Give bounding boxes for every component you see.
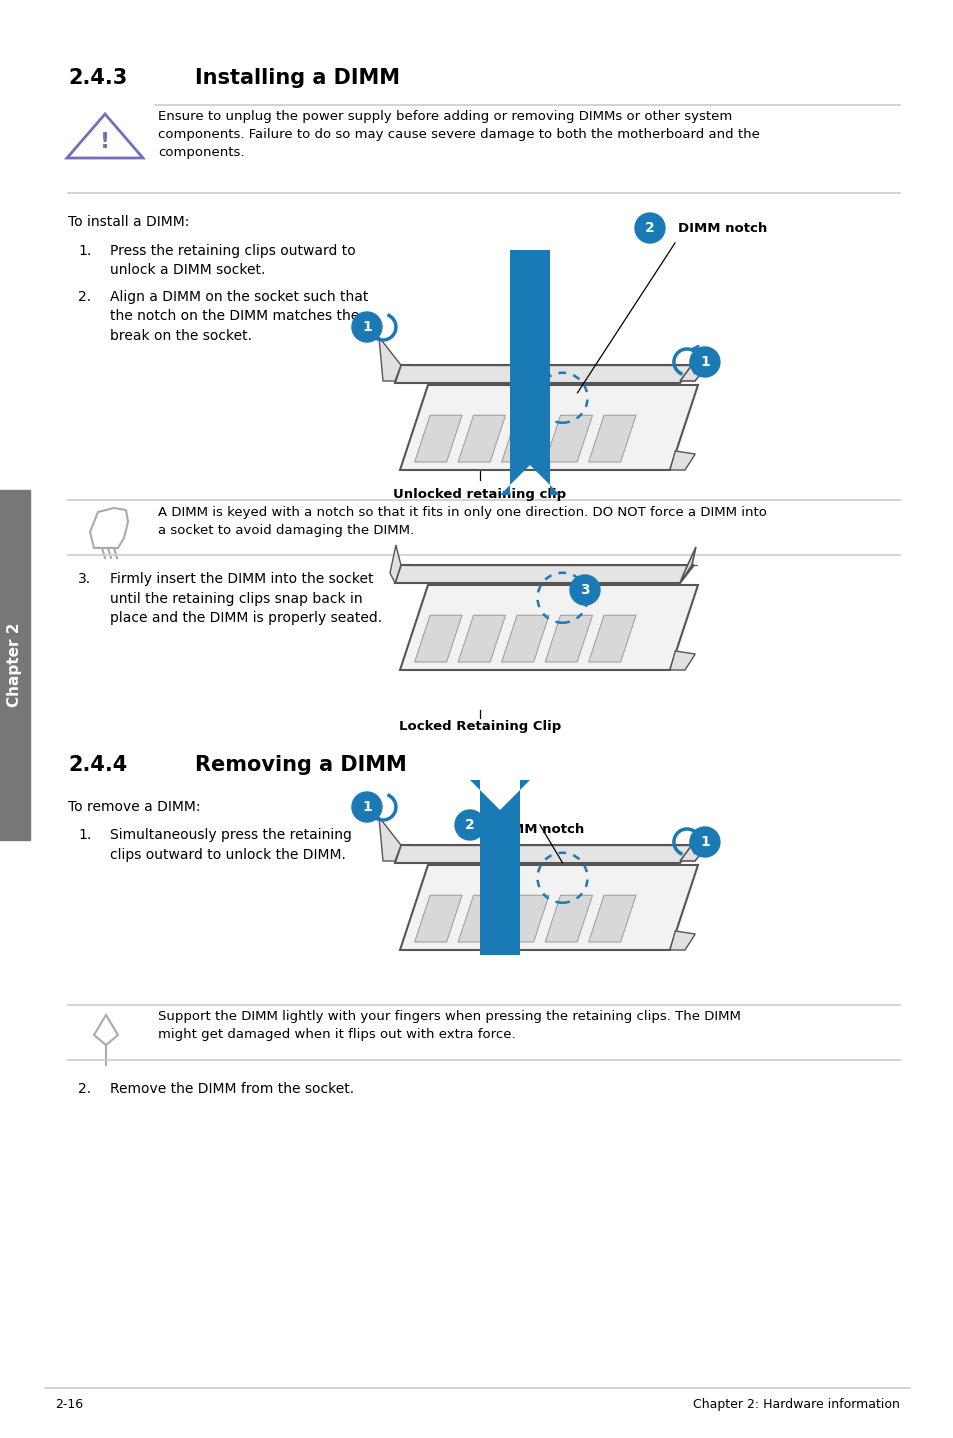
Polygon shape — [470, 779, 530, 955]
Polygon shape — [415, 416, 461, 462]
Text: Press the retaining clips outward to
unlock a DIMM socket.: Press the retaining clips outward to unl… — [110, 244, 355, 278]
Text: 1.: 1. — [78, 828, 91, 843]
Polygon shape — [415, 896, 461, 942]
Text: 1: 1 — [362, 321, 372, 334]
Circle shape — [689, 347, 720, 377]
Text: Remove the DIMM from the socket.: Remove the DIMM from the socket. — [110, 1081, 354, 1096]
Text: Installing a DIMM: Installing a DIMM — [194, 68, 399, 88]
Polygon shape — [390, 545, 400, 582]
Bar — [0, 490, 30, 840]
Polygon shape — [679, 846, 707, 861]
Text: DIMM notch: DIMM notch — [495, 823, 584, 835]
Polygon shape — [544, 896, 592, 942]
Text: 3: 3 — [579, 582, 589, 597]
Polygon shape — [399, 385, 698, 470]
Polygon shape — [588, 896, 636, 942]
Text: To remove a DIMM:: To remove a DIMM: — [68, 800, 200, 814]
Polygon shape — [588, 615, 636, 661]
Polygon shape — [669, 930, 695, 951]
Text: 1: 1 — [700, 355, 709, 370]
Polygon shape — [395, 846, 693, 863]
Text: Support the DIMM lightly with your fingers when pressing the retaining clips. Th: Support the DIMM lightly with your finge… — [158, 1009, 740, 1041]
Polygon shape — [399, 866, 698, 951]
Text: Align a DIMM on the socket such that
the notch on the DIMM matches the
break on : Align a DIMM on the socket such that the… — [110, 290, 368, 344]
Polygon shape — [457, 615, 505, 661]
Text: 2.: 2. — [78, 1081, 91, 1096]
Text: 1: 1 — [362, 800, 372, 814]
Text: Ensure to unplug the power supply before adding or removing DIMMs or other syste: Ensure to unplug the power supply before… — [158, 109, 760, 160]
Text: Chapter 2: Chapter 2 — [8, 623, 23, 707]
Polygon shape — [544, 416, 592, 462]
Circle shape — [689, 827, 720, 857]
Text: Firmly insert the DIMM into the socket
until the retaining clips snap back in
pl: Firmly insert the DIMM into the socket u… — [110, 572, 382, 626]
Polygon shape — [501, 416, 549, 462]
Text: 2.4.3: 2.4.3 — [68, 68, 127, 88]
Polygon shape — [501, 896, 549, 942]
Polygon shape — [679, 546, 695, 582]
Polygon shape — [588, 416, 636, 462]
Text: 2: 2 — [644, 221, 654, 234]
Text: DIMM notch: DIMM notch — [678, 221, 766, 234]
Text: 2: 2 — [465, 818, 475, 833]
Text: Chapter 2: Hardware information: Chapter 2: Hardware information — [693, 1398, 899, 1411]
Circle shape — [569, 575, 599, 605]
Polygon shape — [457, 896, 505, 942]
Polygon shape — [378, 817, 400, 861]
Text: !: ! — [100, 132, 110, 152]
Polygon shape — [399, 585, 698, 670]
Circle shape — [352, 312, 381, 342]
Polygon shape — [395, 365, 693, 383]
Polygon shape — [378, 336, 400, 381]
Text: 2-16: 2-16 — [55, 1398, 83, 1411]
Text: 1: 1 — [700, 835, 709, 848]
Circle shape — [352, 792, 381, 823]
Polygon shape — [669, 452, 695, 470]
Circle shape — [635, 213, 664, 243]
Polygon shape — [669, 651, 695, 670]
Circle shape — [455, 810, 484, 840]
Text: 3.: 3. — [78, 572, 91, 587]
Polygon shape — [499, 250, 559, 495]
Text: A DIMM is keyed with a notch so that it fits in only one direction. DO NOT force: A DIMM is keyed with a notch so that it … — [158, 506, 766, 536]
Text: 2.4.4: 2.4.4 — [68, 755, 127, 775]
Polygon shape — [395, 565, 693, 582]
Text: To install a DIMM:: To install a DIMM: — [68, 216, 190, 229]
Text: Locked Retaining Clip: Locked Retaining Clip — [398, 720, 560, 733]
Polygon shape — [501, 615, 549, 661]
Polygon shape — [415, 615, 461, 661]
Text: Removing a DIMM: Removing a DIMM — [194, 755, 406, 775]
Text: Unlocked retaining clip: Unlocked retaining clip — [393, 487, 566, 500]
Polygon shape — [679, 365, 707, 381]
Polygon shape — [457, 416, 505, 462]
Text: 1.: 1. — [78, 244, 91, 257]
Polygon shape — [544, 615, 592, 661]
Text: 2.: 2. — [78, 290, 91, 303]
Text: Simultaneously press the retaining
clips outward to unlock the DIMM.: Simultaneously press the retaining clips… — [110, 828, 352, 861]
